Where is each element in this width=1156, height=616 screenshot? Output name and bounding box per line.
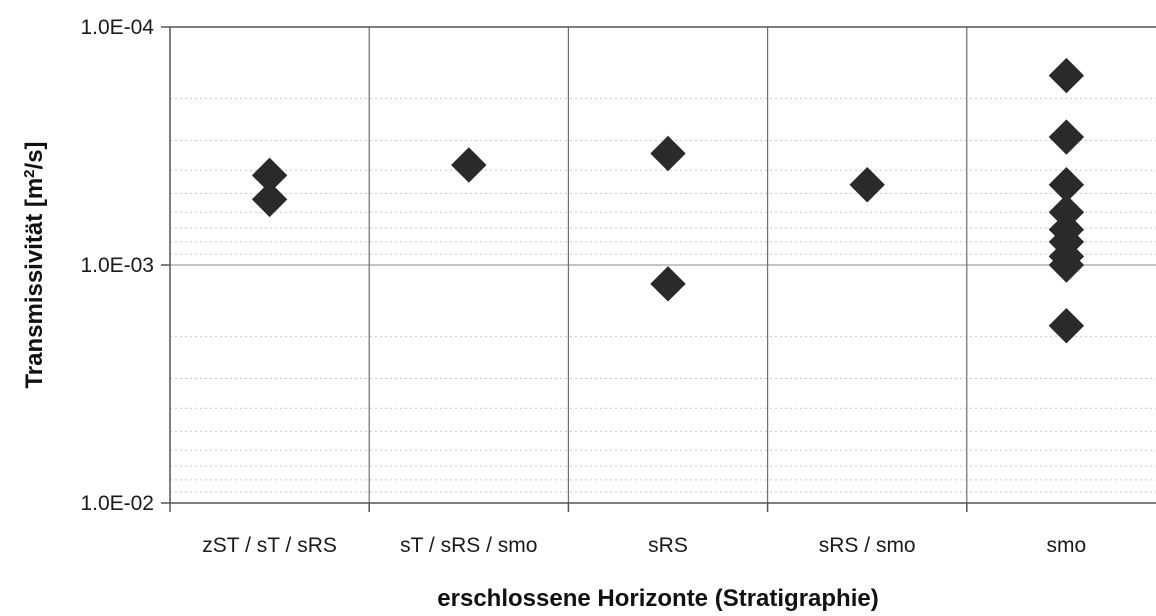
y-tick-label: 1.0E-03 <box>80 254 154 277</box>
y-axis-title-suffix: /s] <box>21 141 48 169</box>
data-points <box>251 57 1085 344</box>
y-axis-title-superscript: 2 <box>21 169 38 177</box>
category-separators <box>368 27 968 503</box>
x-axis-title: erschlossene Horizonte (Stratigraphie) <box>437 585 878 612</box>
data-point-diamond <box>1048 247 1085 283</box>
data-point-diamond <box>1048 119 1085 155</box>
data-point-diamond <box>251 181 288 218</box>
data-point-diamond <box>650 266 686 302</box>
y-axis-ticks: 1.0E-04 1.0E-03 1.0E-02 <box>80 16 170 515</box>
x-category-label: sRS <box>648 534 688 557</box>
x-category-label: sT / sRS / smo <box>400 534 537 557</box>
grid-layer <box>170 98 1156 493</box>
x-category-label: smo <box>1047 534 1087 557</box>
y-tick-label: 1.0E-02 <box>80 492 154 515</box>
x-category-label: zST / sT / sRS <box>202 534 337 557</box>
data-point-diamond <box>849 167 885 203</box>
data-point-diamond <box>1048 57 1085 94</box>
y-axis-title: Transmissivität [m2/s] <box>21 141 49 388</box>
x-category-label: sRS / smo <box>819 534 916 557</box>
y-axis-title-prefix: Transmissivität [m <box>21 178 48 389</box>
data-point-diamond <box>650 135 686 172</box>
data-point-diamond <box>1048 308 1085 344</box>
x-axis-categories: zST / sT / sRS sT / sRS / smo sRS sRS / smo… <box>169 503 1087 557</box>
data-point-diamond <box>451 147 487 183</box>
y-tick-label: 1.0E-04 <box>80 16 154 39</box>
